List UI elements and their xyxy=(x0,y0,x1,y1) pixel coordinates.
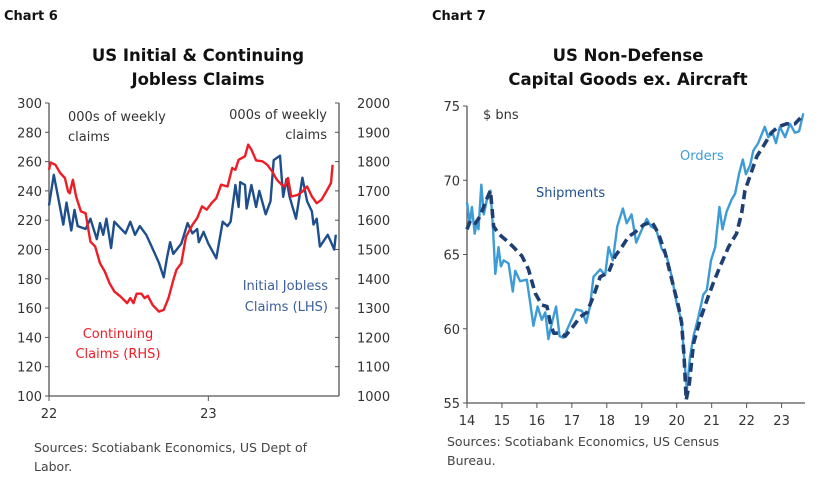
orders-label: Orders xyxy=(680,149,724,164)
y-tick-label-left: 300 xyxy=(17,97,42,112)
y-tick-label-left: 160 xyxy=(17,302,42,317)
initial-claims-label-line-1: Initial Jobless xyxy=(243,279,329,294)
chart-7: Chart 7 US Non-Defense Capital Goods ex.… xyxy=(432,9,805,468)
chart-6-title-line-2: Jobless Claims xyxy=(130,70,264,89)
chart-7-title-line-2: Capital Goods ex. Aircraft xyxy=(508,70,747,89)
x-tick-label: 15 xyxy=(494,414,511,429)
x-tick-label: 22 xyxy=(41,407,58,422)
series-line-initial-jobless-claims-lhs xyxy=(47,154,337,279)
y-tick-label-right: 2000 xyxy=(357,97,390,112)
chart-6-series xyxy=(47,143,337,313)
chart-6-label: Chart 6 xyxy=(4,9,58,24)
x-tick-label: 19 xyxy=(633,414,650,429)
y-tick-label-left: 100 xyxy=(17,390,42,405)
series-line-orders xyxy=(465,113,805,391)
y-tick-label-left: 60 xyxy=(443,323,460,338)
y-tick-label-left: 120 xyxy=(17,361,42,376)
right-unit-label-line-2: claims xyxy=(285,128,327,143)
x-tick-label: 22 xyxy=(738,414,755,429)
chart-7-axes: 55 60 65 70 75 14 15 16 17 18 19 20 21 22 23 xyxy=(443,100,805,429)
left-unit-label-line-2: claims xyxy=(68,130,110,145)
y-tick-label-right: 1500 xyxy=(357,244,390,259)
chart-7-label: Chart 7 xyxy=(432,9,486,24)
left-unit-label-line-1: 000s of weekly xyxy=(68,110,166,125)
y-tick-label-left: 260 xyxy=(17,156,42,171)
y-tick-label-left: 140 xyxy=(17,331,42,346)
y-tick-label-right: 1400 xyxy=(357,273,390,288)
continuing-claims-label-line-2: Claims (RHS) xyxy=(75,347,160,362)
y-tick-label-left: 280 xyxy=(17,126,42,141)
y-tick-label-right: 1300 xyxy=(357,302,390,317)
y-tick-label-right: 1800 xyxy=(357,156,390,171)
right-unit-label-line-1: 000s of weekly xyxy=(229,108,327,123)
chart-7-source-line-2: Bureau. xyxy=(447,453,496,468)
y-tick-label-left: 240 xyxy=(17,185,42,200)
chart-7-title-line-1: US Non-Defense xyxy=(553,46,704,65)
x-tick-label: 21 xyxy=(703,414,720,429)
unit-label: $ bns xyxy=(483,108,519,123)
chart-7-series xyxy=(465,113,805,402)
series-line-continuing-claims-rhs xyxy=(47,143,334,313)
chart-7-source-line-1: Sources: Scotiabank Economics, US Census xyxy=(447,434,719,449)
chart-6-axes: 100 120 140 160 180 200 220 240 260 280 300 1000 110… xyxy=(17,97,390,422)
continuing-claims-label-line-1: Continuing xyxy=(83,327,154,342)
y-tick-label-left: 180 xyxy=(17,273,42,288)
x-tick-label: 17 xyxy=(564,414,581,429)
chart-6: Chart 6 US Initial & Continuing Jobless … xyxy=(4,9,390,474)
x-tick-label: 14 xyxy=(459,414,476,429)
y-tick-label-left: 75 xyxy=(443,100,460,115)
y-tick-label-right: 1600 xyxy=(357,214,390,229)
y-tick-label-left: 220 xyxy=(17,214,42,229)
y-tick-label-right: 1900 xyxy=(357,126,390,141)
shipments-label: Shipments xyxy=(536,186,605,201)
chart-6-source-line-1: Sources: Scotiabank Economics, US Dept o… xyxy=(34,440,308,455)
initial-claims-label-line-2: Claims (LHS) xyxy=(245,300,328,315)
x-tick-label: 18 xyxy=(599,414,616,429)
y-tick-label-right: 1200 xyxy=(357,331,390,346)
y-tick-label-right: 1700 xyxy=(357,185,390,200)
y-tick-label-right: 1000 xyxy=(357,390,390,405)
y-tick-label-left: 200 xyxy=(17,244,42,259)
x-tick-label: 16 xyxy=(529,414,546,429)
y-tick-label-left: 55 xyxy=(443,397,460,412)
y-tick-label-left: 65 xyxy=(443,249,460,264)
chart-6-title-line-1: US Initial & Continuing xyxy=(92,46,304,65)
series-line-shipments xyxy=(465,113,805,402)
y-tick-label-left: 70 xyxy=(443,174,460,189)
y-tick-label-right: 1100 xyxy=(357,361,390,376)
chart-6-source-line-2: Labor. xyxy=(34,459,72,474)
x-tick-label: 23 xyxy=(200,407,217,422)
x-tick-label: 23 xyxy=(773,414,790,429)
x-tick-label: 20 xyxy=(668,414,685,429)
